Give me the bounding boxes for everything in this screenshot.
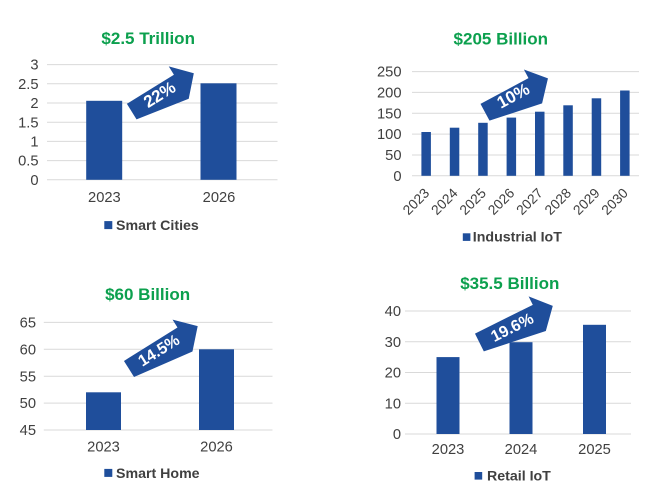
svg-text:10: 10	[385, 396, 401, 412]
svg-text:150: 150	[377, 106, 402, 122]
svg-text:50: 50	[20, 396, 36, 412]
svg-text:2023: 2023	[88, 190, 121, 206]
svg-text:2024: 2024	[505, 442, 538, 458]
svg-text:200: 200	[377, 86, 402, 102]
svg-text:55: 55	[20, 369, 36, 385]
svg-text:0: 0	[393, 427, 401, 443]
svg-text:2.5: 2.5	[18, 77, 38, 93]
svg-text:0: 0	[30, 173, 38, 189]
svg-text:100: 100	[377, 127, 402, 143]
svg-text:50: 50	[385, 148, 401, 164]
svg-text:2026: 2026	[200, 439, 233, 455]
svg-text:60: 60	[20, 342, 36, 358]
svg-text:2025: 2025	[578, 442, 611, 458]
svg-text:45: 45	[20, 423, 36, 439]
svg-text:2023: 2023	[87, 439, 120, 455]
svg-text:0: 0	[393, 169, 401, 185]
svg-text:$35.5 Billion: $35.5 Billion	[460, 274, 559, 293]
svg-text:20: 20	[385, 366, 401, 382]
svg-text:65: 65	[20, 316, 36, 332]
svg-text:Industrial IoT: Industrial IoT	[473, 230, 562, 246]
svg-text:250: 250	[377, 65, 402, 81]
svg-text:3: 3	[30, 58, 38, 74]
svg-text:1.5: 1.5	[18, 115, 38, 131]
svg-text:2: 2	[30, 96, 38, 112]
svg-text:Retail IoT: Retail IoT	[487, 468, 551, 484]
svg-text:Smart Home: Smart Home	[116, 466, 200, 482]
svg-text:$205 Billion: $205 Billion	[454, 30, 548, 49]
svg-text:2023: 2023	[432, 442, 465, 458]
svg-text:$2.5 Trillion: $2.5 Trillion	[101, 29, 195, 48]
svg-text:40: 40	[385, 304, 401, 320]
svg-text:$60 Billion: $60 Billion	[105, 285, 190, 304]
svg-text:2026: 2026	[203, 190, 236, 206]
svg-text:Smart Cities: Smart Cities	[116, 218, 199, 234]
svg-text:30: 30	[385, 335, 401, 351]
svg-text:0.5: 0.5	[18, 154, 38, 170]
svg-text:1: 1	[30, 135, 38, 151]
